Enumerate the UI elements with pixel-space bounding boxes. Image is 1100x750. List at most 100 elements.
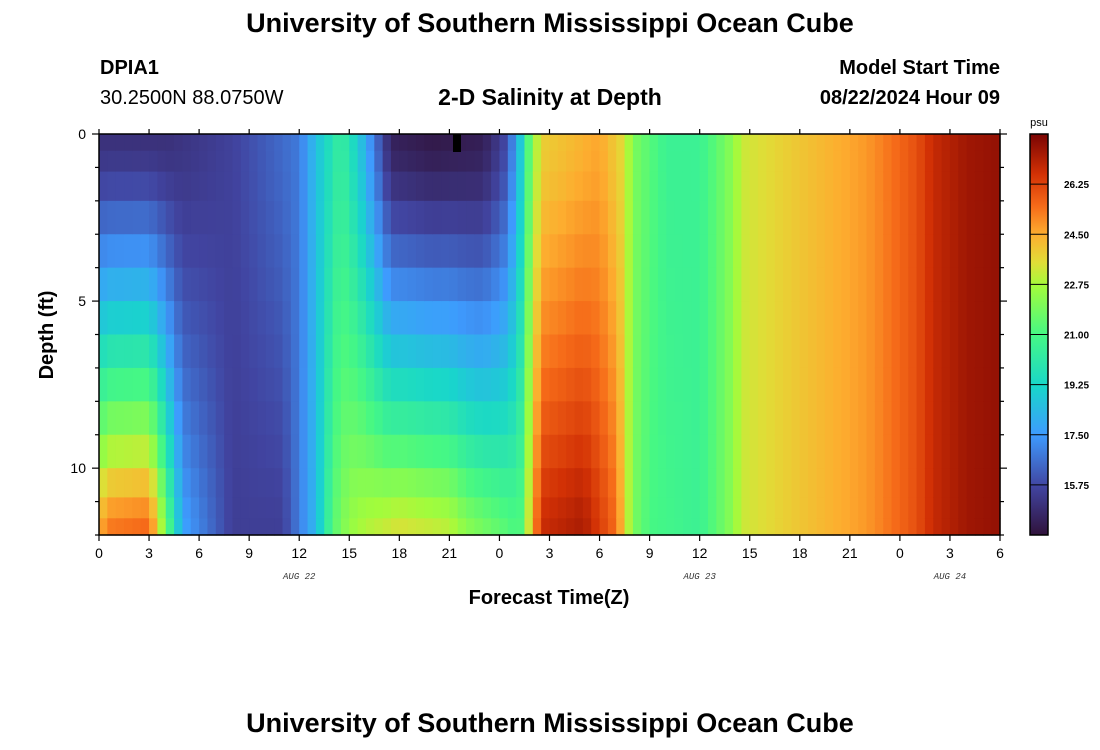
- heatmap-cell: [499, 518, 509, 536]
- heatmap-cell: [174, 134, 184, 152]
- heatmap-cell: [207, 518, 217, 536]
- heatmap-cell: [966, 234, 976, 269]
- heatmap-cell: [107, 497, 117, 519]
- heatmap-cell: [708, 434, 717, 469]
- heatmap-cell: [708, 150, 717, 173]
- heatmap-cell: [824, 497, 834, 519]
- heatmap-cell: [541, 234, 551, 269]
- heatmap-cell: [424, 367, 434, 402]
- heatmap-cell: [199, 150, 209, 173]
- heatmap-cell: [574, 401, 584, 436]
- heatmap-cell: [841, 468, 851, 499]
- heatmap-cell: [758, 434, 767, 469]
- heatmap-cell: [299, 200, 309, 235]
- heatmap-cell: [849, 200, 859, 235]
- heatmap-cell: [457, 497, 467, 519]
- heatmap-cell: [165, 468, 175, 499]
- heatmap-cell: [124, 334, 133, 369]
- heatmap-cell: [449, 234, 459, 269]
- heatmap-cell: [783, 497, 793, 519]
- heatmap-cell: [557, 200, 567, 235]
- heatmap-cell: [741, 468, 751, 499]
- heatmap-cell: [699, 334, 709, 369]
- heatmap-cell: [474, 401, 484, 436]
- x-tick-label: 9: [245, 545, 253, 561]
- heatmap-cell: [249, 134, 259, 152]
- heatmap-cell: [974, 200, 984, 235]
- heatmap-cell: [382, 497, 392, 519]
- heatmap-cell: [524, 200, 534, 235]
- heatmap-cell: [491, 171, 501, 202]
- heatmap-cell: [866, 468, 876, 499]
- heatmap-cell: [340, 334, 350, 369]
- heatmap-cell: [132, 150, 142, 173]
- heatmap-cell: [324, 301, 334, 336]
- heatmap-cell: [716, 171, 726, 202]
- heatmap-cell: [691, 200, 701, 235]
- heatmap-cell: [682, 334, 692, 369]
- heatmap-cell: [441, 200, 450, 235]
- heatmap-cell: [315, 150, 325, 173]
- heatmap-cell: [357, 200, 367, 235]
- heatmap-cell: [674, 150, 684, 173]
- heatmap-cell: [783, 150, 793, 173]
- heatmap-cell: [132, 171, 142, 202]
- heatmap-cell: [649, 468, 659, 499]
- heatmap-cell: [733, 497, 742, 519]
- heatmap-cell: [474, 150, 484, 173]
- heatmap-cell: [582, 234, 592, 269]
- heatmap-cell: [958, 468, 968, 499]
- heatmap-cell: [149, 401, 158, 436]
- heatmap-cell: [174, 234, 184, 269]
- heatmap-cell: [582, 468, 592, 499]
- heatmap-cell: [499, 234, 509, 269]
- colorbar-tick-label: 17.50: [1064, 431, 1089, 442]
- heatmap-cell: [682, 134, 692, 152]
- heatmap-cell: [324, 434, 334, 469]
- heatmap-cell: [691, 468, 701, 499]
- heatmap-cell: [599, 518, 609, 536]
- heatmap-cell: [841, 497, 851, 519]
- heatmap-cell: [457, 401, 467, 436]
- heatmap-cell: [257, 134, 267, 152]
- heatmap-cell: [824, 468, 834, 499]
- heatmap-cell: [632, 434, 642, 469]
- heatmap-cell: [774, 200, 784, 235]
- heatmap-cell: [666, 234, 676, 269]
- model-start-label: Model Start Time: [839, 57, 1000, 79]
- heatmap-cell: [424, 200, 434, 235]
- heatmap-cell: [691, 234, 701, 269]
- heatmap-cell: [616, 468, 626, 499]
- heatmap-cell: [916, 434, 926, 469]
- heatmap-cell: [532, 367, 542, 402]
- heatmap-cell: [132, 468, 142, 499]
- heatmap-cell: [399, 301, 409, 336]
- heatmap-cell: [607, 171, 617, 202]
- heatmap-cell: [157, 401, 167, 436]
- heatmap-cell: [566, 301, 576, 336]
- heatmap-cell: [249, 497, 259, 519]
- heatmap-cell: [190, 434, 200, 469]
- heatmap-cell: [441, 301, 450, 336]
- heatmap-cell: [774, 401, 784, 436]
- heatmap-cell: [691, 134, 701, 152]
- heatmap-cell: [607, 434, 617, 469]
- heatmap-cell: [632, 518, 642, 536]
- station-coordinates: 30.2500N 88.0750W: [100, 87, 284, 109]
- heatmap-cell: [315, 468, 325, 499]
- heatmap-cell: [457, 301, 467, 336]
- heatmap-cell: [432, 301, 442, 336]
- heatmap-cell: [858, 518, 868, 536]
- heatmap-cell: [224, 401, 234, 436]
- heatmap-cell: [416, 150, 425, 173]
- heatmap-cell: [574, 367, 584, 402]
- heatmap-cell: [390, 434, 400, 469]
- heatmap-cell: [991, 200, 1001, 235]
- heatmap-cell: [958, 434, 968, 469]
- heatmap-cell: [357, 234, 367, 269]
- heatmap-cell: [124, 301, 133, 336]
- heatmap-cell: [182, 497, 192, 519]
- heatmap-cell: [849, 171, 859, 202]
- heatmap-cell: [691, 301, 701, 336]
- heatmap-cell: [215, 267, 225, 302]
